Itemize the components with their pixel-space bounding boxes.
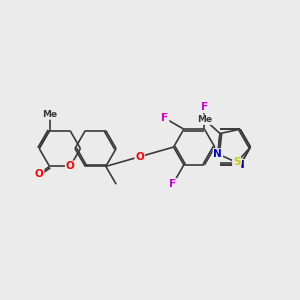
Text: F: F	[201, 102, 208, 112]
Text: O: O	[66, 161, 74, 171]
Text: Me: Me	[42, 110, 57, 119]
Text: O: O	[35, 169, 44, 179]
Text: O: O	[135, 152, 144, 162]
Text: Me: Me	[197, 115, 212, 124]
Text: F: F	[161, 113, 168, 123]
Text: S: S	[233, 158, 240, 167]
Text: F: F	[169, 179, 176, 189]
Text: N: N	[236, 160, 244, 170]
Text: N: N	[214, 149, 222, 159]
